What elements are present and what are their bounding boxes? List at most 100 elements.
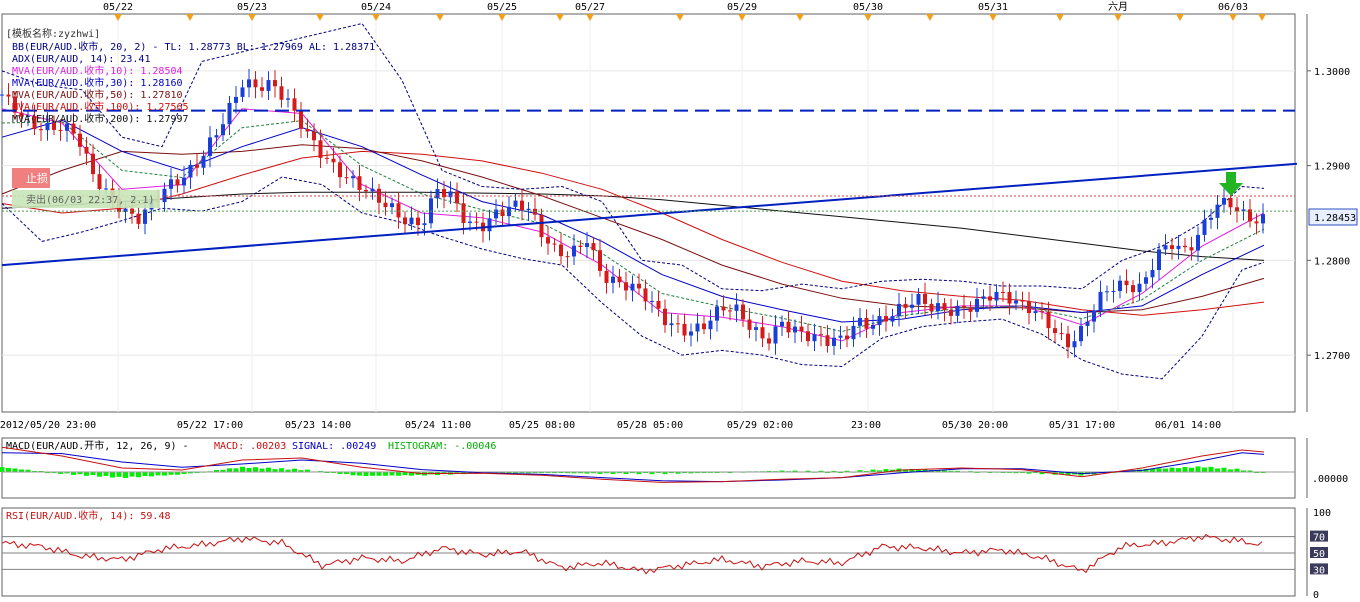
candle-body — [1092, 310, 1096, 322]
candle-body — [897, 303, 901, 317]
macd-hist-bar — [1228, 469, 1233, 472]
macd-hist-bar — [630, 472, 635, 474]
candle-body — [448, 191, 453, 198]
candle-body — [403, 217, 407, 225]
candle-body — [299, 110, 303, 129]
candle-body — [357, 176, 362, 190]
price-tick-label: 1.2900 — [1314, 162, 1350, 173]
candle-body — [682, 323, 687, 336]
candle-body — [1209, 217, 1213, 220]
candle-body — [494, 209, 498, 219]
macd-hist-bar — [142, 472, 148, 476]
macd-hist-bar — [948, 470, 954, 472]
period-marker-icon — [864, 14, 872, 21]
top-date-label: 05/30 — [853, 2, 883, 13]
macd-hist-bar — [604, 472, 609, 474]
macd-hist-bar — [526, 472, 531, 474]
candle-body — [1040, 311, 1044, 313]
bb-lower-line — [1, 176, 1265, 380]
candle-body — [487, 218, 492, 232]
candle-body — [253, 79, 258, 88]
legend-bb: BB(EUR/AUD.收市, 20, 2) - TL: 1.28773 BL: … — [12, 40, 375, 53]
candle-body — [565, 256, 570, 258]
grid — [2, 14, 1295, 412]
period-marker-icon — [586, 14, 594, 21]
macd-hist-bar — [272, 469, 278, 472]
candles[interactable] — [0, 68, 1265, 359]
macd-hist-bar — [1195, 466, 1201, 472]
macd-hist-bar — [942, 470, 947, 472]
macd-hist-bar — [103, 472, 109, 476]
macd-hist-bar — [220, 469, 226, 472]
macd-hist-bar — [389, 472, 395, 476]
candle-body — [351, 176, 355, 179]
rsi-tick-box — [1310, 563, 1328, 575]
rsi-panel[interactable] — [1, 507, 1296, 597]
macd-hist-bar — [831, 470, 837, 472]
period-marker-icon — [498, 14, 506, 21]
candle-body — [903, 303, 908, 308]
rsi-series — [1, 533, 1295, 575]
candle-body — [396, 203, 401, 218]
candle-body — [858, 318, 862, 326]
candle-body — [104, 188, 108, 190]
top-date-axis: 05/22 05/23 05/24 05/25 05/27 05/29 05/30 05/31… — [103, 1, 1266, 21]
candle-body — [533, 208, 537, 215]
candle-body — [988, 296, 992, 301]
macd-hist-bar — [168, 472, 174, 475]
macd-hist-bar — [539, 472, 544, 474]
candle-body — [884, 316, 888, 322]
sell-label: 卖出(06/03 22:37, 2.1) — [26, 193, 154, 206]
last-price: 1.28453 — [1314, 213, 1356, 224]
candle-body — [871, 324, 875, 329]
candle-body — [32, 115, 37, 130]
candle-body — [1001, 291, 1005, 293]
macd-panel[interactable] — [1, 437, 1296, 499]
period-marker-icon — [556, 14, 564, 21]
candle-body — [312, 131, 316, 141]
macd-label: MACD(EUR/AUD.开市, 12, 26, 9) - — [6, 439, 189, 452]
candle-body — [1105, 291, 1109, 293]
macd-hist-bar — [71, 472, 76, 475]
macd-hist-bar — [571, 472, 577, 474]
candle-body — [279, 86, 284, 100]
period-marker-icon — [1056, 14, 1064, 21]
candle-body — [832, 337, 836, 346]
macd-hist-bar — [792, 470, 798, 472]
bb-upper-line — [1, 22, 1265, 292]
macd-hist-bar — [110, 472, 115, 478]
candle-body — [552, 243, 557, 245]
macd-zero-tick: .00000 — [1312, 474, 1348, 485]
macd-hist-bar — [97, 472, 102, 477]
candle-body — [936, 303, 940, 312]
candle-body — [208, 137, 212, 156]
candle-body — [1124, 280, 1129, 286]
candle-body — [949, 310, 953, 316]
candle-body — [845, 335, 849, 340]
candle-body — [78, 133, 82, 147]
price-tick-label: 1.2700 — [1314, 351, 1350, 362]
candle-body — [130, 208, 134, 214]
legend-mva50: MVA(EUR/AUD.收市,50): 1.27810 — [12, 88, 183, 101]
down-arrow-icon — [1219, 172, 1243, 196]
macd-hist-bar — [1234, 468, 1240, 472]
candle-body — [169, 179, 173, 189]
candle-body — [1033, 311, 1038, 314]
period-marker-icon — [316, 14, 324, 21]
candle-body — [338, 162, 342, 178]
macd-hist-bar — [1169, 467, 1175, 472]
candle-body — [1222, 197, 1226, 205]
macd-hist-bar — [246, 467, 252, 472]
macd-hist-bar — [409, 472, 414, 476]
candle-body — [227, 102, 232, 125]
sell-label-box[interactable] — [12, 190, 160, 208]
candle-body — [1144, 277, 1148, 284]
stop-label-box[interactable] — [12, 168, 50, 188]
candle-body — [916, 293, 921, 305]
price-panel[interactable] — [1, 13, 1296, 413]
candle-body — [578, 245, 583, 248]
overlays — [1, 109, 1298, 267]
rsi-tick-box — [1310, 547, 1328, 558]
